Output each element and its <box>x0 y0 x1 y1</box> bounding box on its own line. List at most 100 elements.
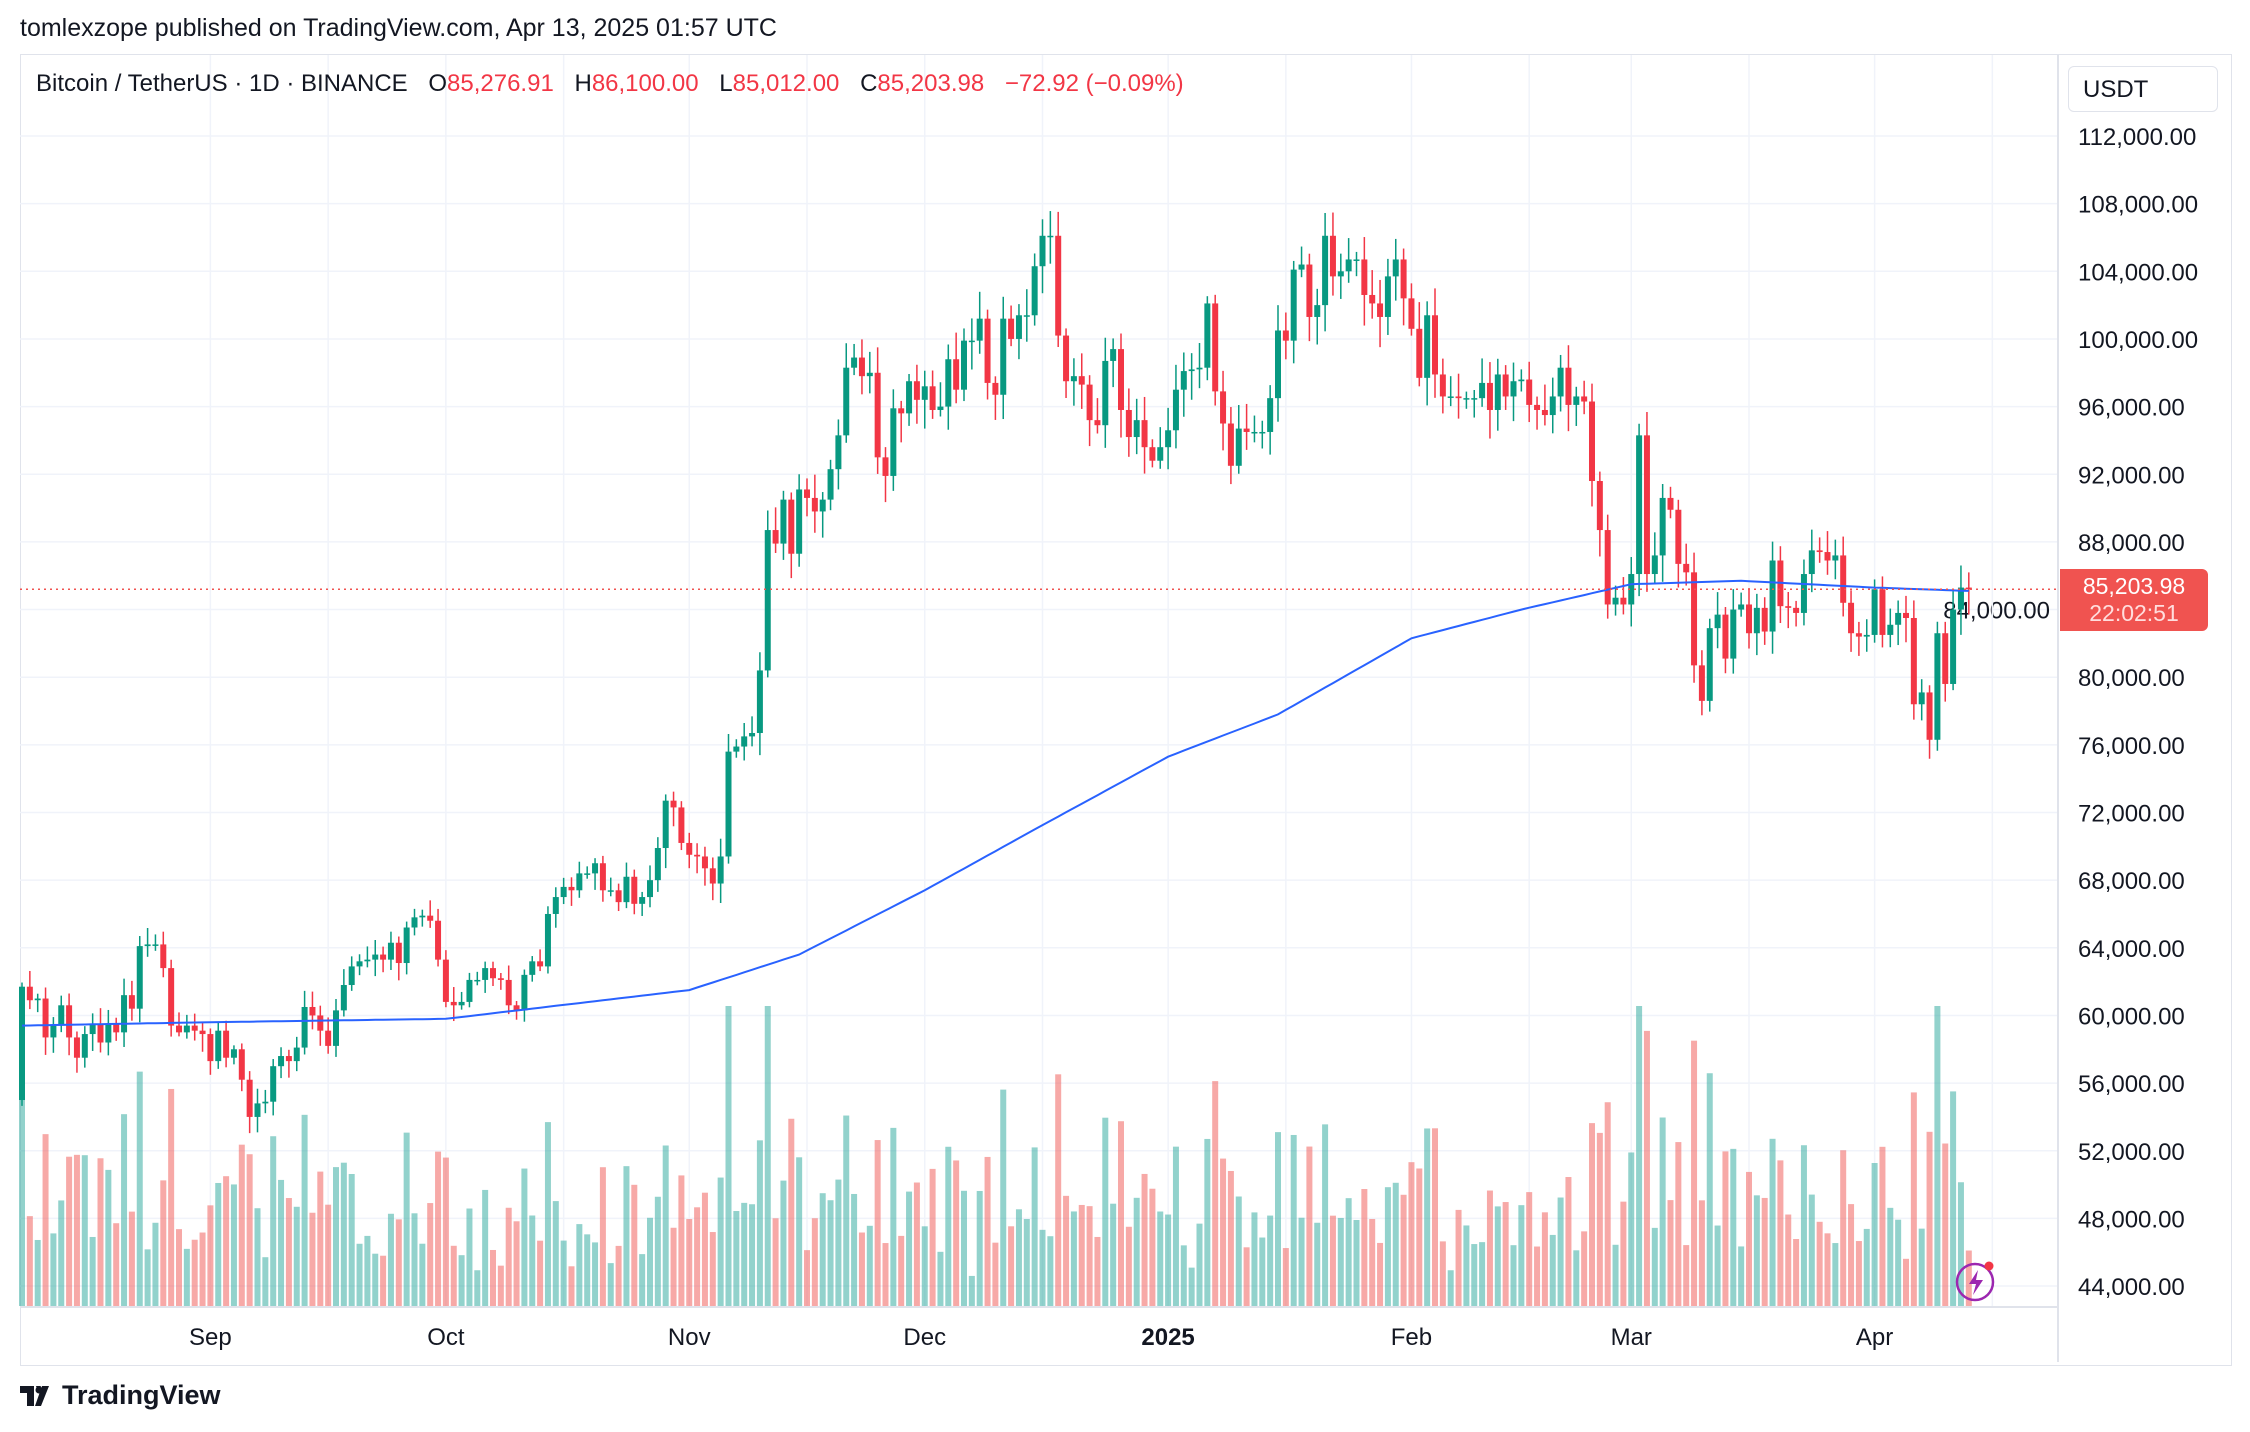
candle-body <box>505 979 512 1006</box>
candle-body <box>1282 330 1289 341</box>
volume-bar <box>403 1132 410 1306</box>
volume-bar <box>1855 1241 1862 1306</box>
candle-body <box>403 927 410 964</box>
volume-bar <box>749 1204 756 1306</box>
volume-bar <box>1800 1145 1807 1306</box>
candle-body <box>1486 382 1493 410</box>
candle-body <box>1910 618 1917 705</box>
volume-bar <box>1636 1006 1643 1306</box>
volume-bar <box>1424 1128 1431 1306</box>
volume-bar <box>882 1243 889 1306</box>
volume-bar <box>1463 1225 1470 1306</box>
candle-body <box>788 499 795 554</box>
candle-body <box>490 968 496 979</box>
volume-bar <box>1643 1030 1650 1306</box>
volume-bar <box>709 1232 716 1306</box>
y-tick-label: 64,000.00 <box>2078 936 2185 963</box>
candle-body <box>804 489 810 498</box>
candle-body <box>1400 259 1407 299</box>
lightning-icon[interactable] <box>1955 1262 1995 1302</box>
volume-bar <box>411 1213 418 1306</box>
candle-body <box>1031 266 1038 316</box>
candle-body <box>764 530 771 671</box>
candle-body <box>1534 404 1541 410</box>
candle-body <box>301 1006 308 1048</box>
volume-bar <box>1746 1171 1752 1306</box>
candle-body <box>356 961 363 967</box>
candle-body <box>1353 259 1360 261</box>
close-value: 85,203.98 <box>877 70 985 97</box>
volume-bar <box>1895 1219 1902 1306</box>
candle-body <box>105 1023 112 1043</box>
candle-body <box>1125 409 1132 438</box>
volume-bar <box>1722 1151 1729 1306</box>
volume-bar <box>1439 1241 1446 1306</box>
volume-bar <box>1903 1258 1909 1306</box>
volume-bar <box>1392 1182 1399 1306</box>
candle-body <box>1432 315 1438 375</box>
symbol-title[interactable]: Bitcoin / TetherUS · 1D · BINANCE <box>36 70 408 97</box>
candle-body <box>183 1025 190 1033</box>
candle-body <box>1581 396 1588 402</box>
volume-bar <box>568 1266 575 1306</box>
tradingview-logo[interactable]: TradingView <box>20 1380 221 1411</box>
candle-body <box>1628 574 1635 605</box>
volume-bar <box>42 1134 49 1306</box>
x-tick-label: 2025 <box>1141 1324 1194 1351</box>
candle-body <box>230 1049 237 1058</box>
candle-body <box>1227 423 1234 466</box>
candle-body <box>670 800 677 808</box>
volume-bar <box>835 1179 842 1306</box>
volume-bar <box>356 1243 363 1306</box>
change-value: −72.92 (−0.09%) <box>1004 70 1184 97</box>
candle-body <box>435 920 442 960</box>
volume-bar <box>741 1202 748 1306</box>
candle-body <box>450 1001 457 1006</box>
y-tick-label: 112,000.00 <box>2078 124 2196 151</box>
volume-bar <box>1408 1162 1415 1306</box>
volume-bar <box>105 1169 112 1306</box>
volume-bar <box>66 1156 73 1306</box>
volume-bar <box>1377 1242 1384 1306</box>
candle-body <box>1840 555 1847 603</box>
candle-body <box>1070 376 1077 382</box>
volume-bar <box>819 1193 826 1306</box>
candle-body <box>851 357 858 368</box>
volume-bar <box>1848 1204 1855 1306</box>
volume-bar <box>113 1223 120 1306</box>
volume-bar <box>81 1155 88 1306</box>
candle-body <box>215 1030 222 1062</box>
volume-bar <box>1502 1202 1509 1306</box>
volume-bar <box>1871 1163 1878 1306</box>
volume-bar <box>97 1158 104 1306</box>
volume-bar <box>34 1239 41 1306</box>
candle-body <box>1565 367 1572 405</box>
candle-body <box>1651 555 1658 575</box>
candle-body <box>1698 665 1705 701</box>
volume-bar <box>1243 1247 1250 1306</box>
candle-body <box>584 873 591 875</box>
candle-body <box>1848 602 1855 634</box>
candle-body <box>136 946 143 1009</box>
candle-body <box>58 1005 65 1026</box>
candle-body <box>1251 431 1258 434</box>
volume-bar <box>1212 1081 1219 1306</box>
volume-bar <box>1118 1121 1124 1306</box>
candle-body <box>1369 294 1376 304</box>
candle-body <box>1455 396 1462 399</box>
candle-body <box>89 1023 96 1035</box>
volume-bar <box>1761 1197 1768 1306</box>
candle-body <box>1620 597 1627 605</box>
volume-bar <box>654 1196 661 1306</box>
y-tick-label: 48,000.00 <box>2078 1206 2185 1233</box>
candle-body <box>97 1023 104 1043</box>
candle-body <box>1518 379 1525 382</box>
currency-button[interactable]: USDT <box>2068 66 2218 112</box>
volume-bar <box>333 1167 339 1306</box>
candle-body <box>1165 430 1172 448</box>
volume-bar <box>1125 1226 1132 1306</box>
candle-body <box>26 986 33 1001</box>
volume-bar <box>1094 1236 1101 1306</box>
volume-bar <box>953 1160 960 1306</box>
